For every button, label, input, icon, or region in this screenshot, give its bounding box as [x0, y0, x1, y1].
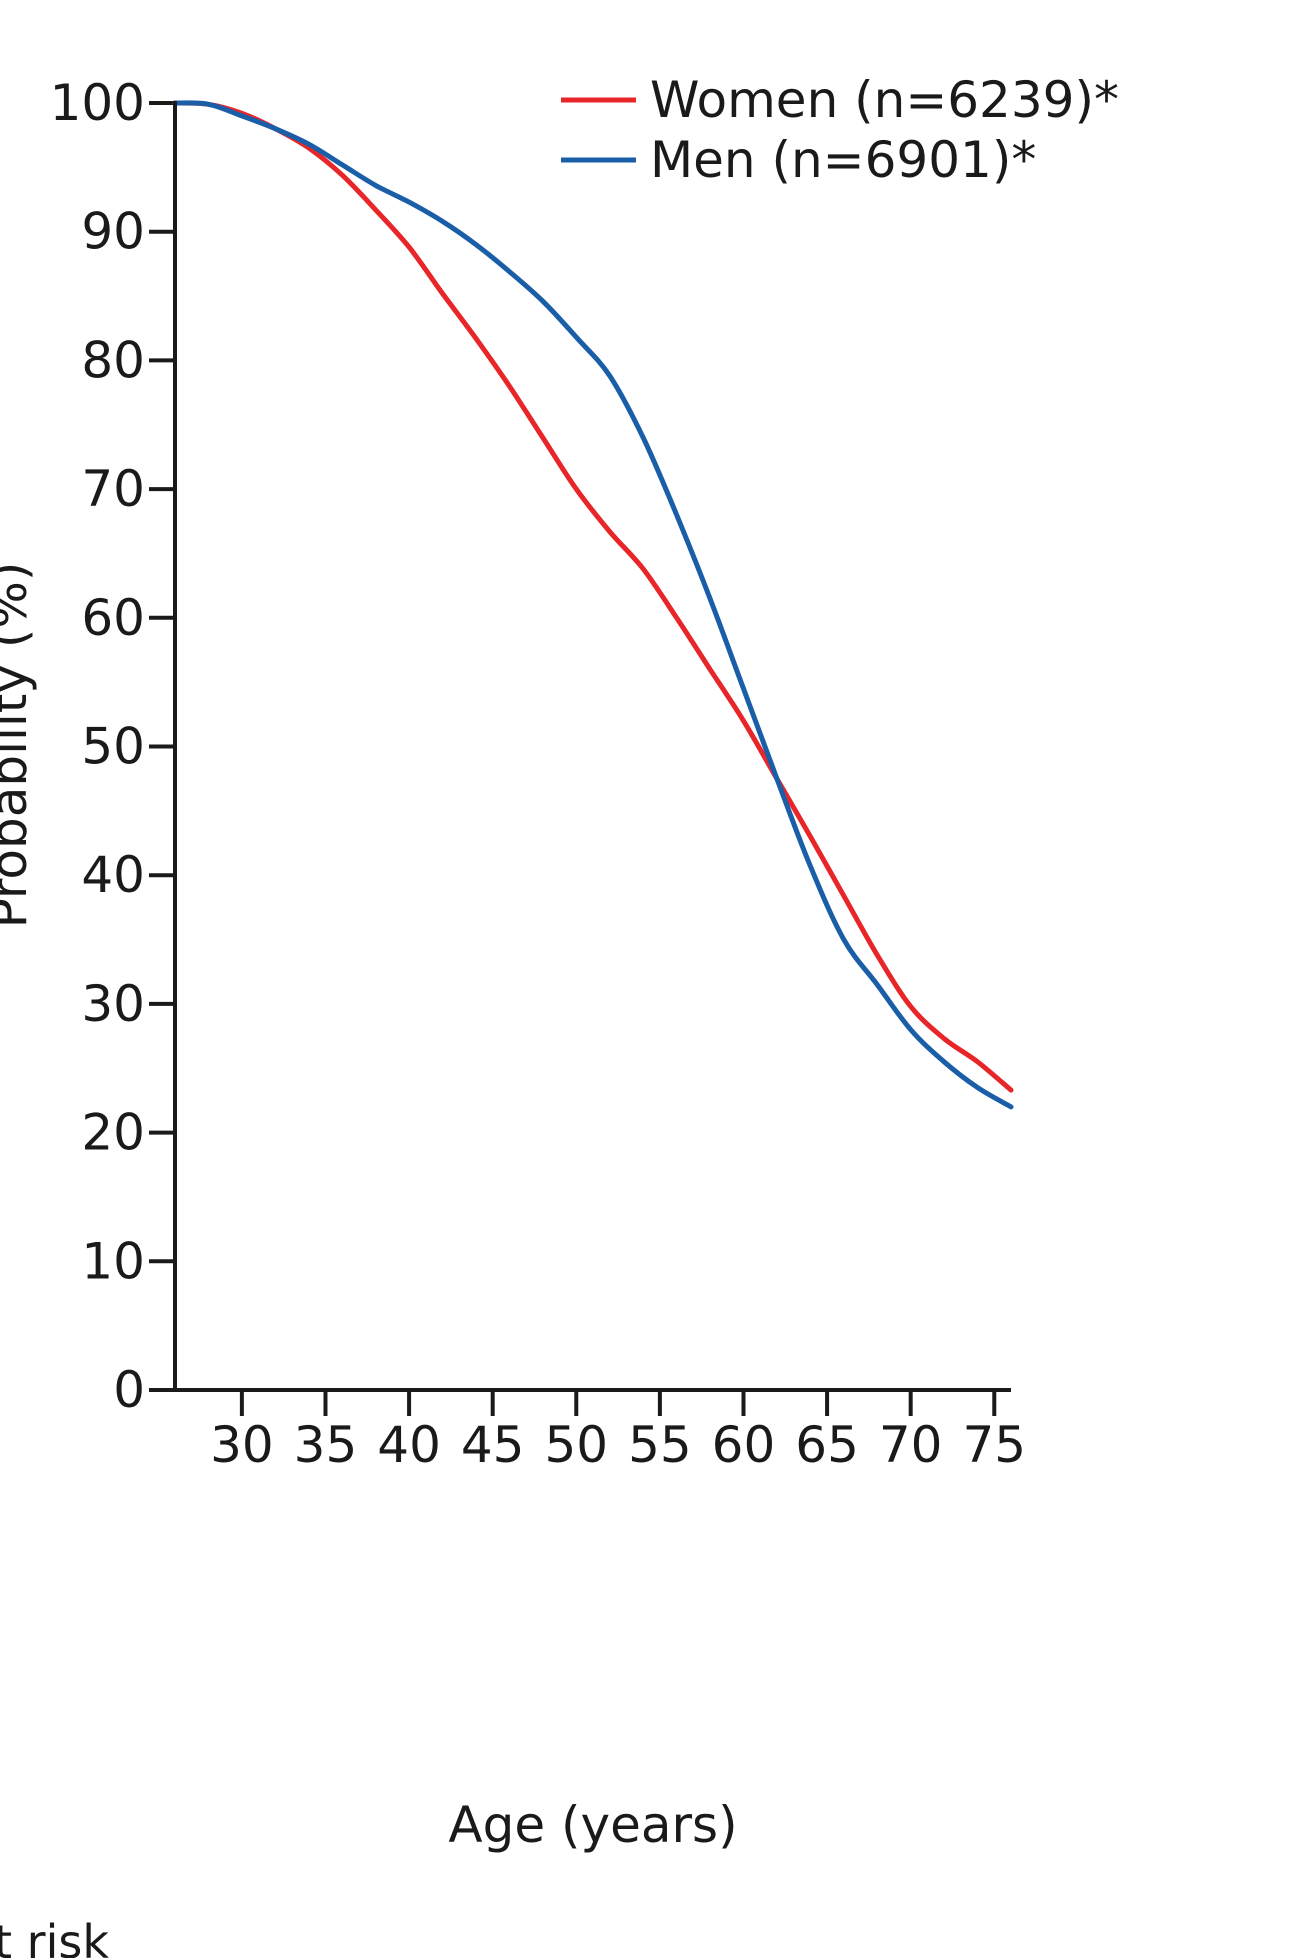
y-axis-title: Probability (%) — [0, 562, 38, 929]
x-tick-label: 60 — [712, 1416, 776, 1474]
y-tick-label: 90 — [81, 203, 145, 261]
series-layer — [172, 100, 1014, 1110]
series-line-men — [172, 100, 1014, 1110]
y-axis-ticks: 0 10 20 30 40 50 60 70 80 90 100 — [50, 74, 175, 1419]
y-tick-label: 30 — [81, 975, 145, 1033]
y-tick-label: 50 — [81, 718, 145, 776]
y-tick-label: 100 — [50, 74, 145, 132]
y-tick-label: 70 — [81, 460, 145, 518]
y-tick-label: 80 — [81, 331, 145, 389]
x-tick-label: 30 — [210, 1416, 274, 1474]
x-tick-label: 55 — [628, 1416, 692, 1474]
x-tick-label: 75 — [962, 1416, 1026, 1474]
x-tick-label: 70 — [879, 1416, 943, 1474]
x-tick-label: 35 — [294, 1416, 358, 1474]
x-axis-ticks: 30 35 40 45 50 55 60 65 70 75 — [210, 1390, 1026, 1474]
y-tick-label: 0 — [113, 1361, 145, 1419]
x-tick-label: 40 — [377, 1416, 441, 1474]
at-risk-caption: t risk — [0, 1915, 109, 1958]
x-tick-label: 65 — [795, 1416, 859, 1474]
legend-label-men: Men (n=6901)* — [650, 131, 1036, 189]
x-axis-title: Age (years) — [448, 1796, 737, 1854]
y-tick-label: 20 — [81, 1104, 145, 1162]
x-tick-label: 50 — [544, 1416, 608, 1474]
y-tick-label: 10 — [81, 1232, 145, 1290]
x-tick-label: 45 — [461, 1416, 525, 1474]
y-tick-label: 40 — [81, 846, 145, 904]
legend-label-women: Women (n=6239)* — [650, 71, 1119, 129]
series-line-women — [172, 100, 1014, 1093]
legend: Women (n=6239)* Men (n=6901)* — [561, 71, 1119, 189]
y-tick-label: 60 — [81, 589, 145, 647]
